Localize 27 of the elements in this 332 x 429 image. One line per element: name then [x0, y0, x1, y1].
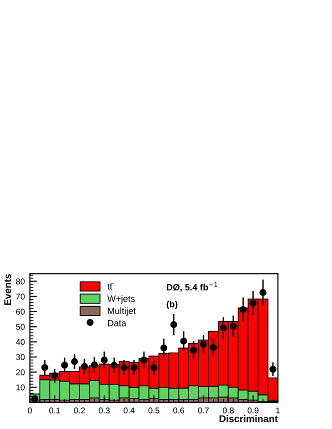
- x-tick-label: 0.1: [49, 407, 60, 414]
- x-tick-label: 0.6: [173, 407, 184, 414]
- y-tick-label: 20: [16, 369, 25, 376]
- x-axis-title: Discriminant: [220, 415, 278, 422]
- x-tick-label: 0.8: [222, 407, 234, 414]
- legend-label: Multijet: [108, 307, 136, 316]
- y-tick-label: 80: [16, 278, 25, 284]
- y-tick-label: 70: [16, 294, 25, 300]
- x-tick-label: 0.9: [248, 407, 258, 414]
- x-tick-label: 0: [28, 407, 32, 414]
- legend-label: tt̄: [107, 283, 114, 290]
- x-tick-label: 0.2: [74, 407, 85, 414]
- x-tick-label: 0.7: [198, 407, 209, 414]
- y-axis-title: Events: [4, 274, 12, 305]
- y-tick-label: 30: [16, 354, 25, 360]
- annotation: DØ, 5.4 fb$^{−1}$: [166, 282, 218, 292]
- y-tick-label: 60: [16, 308, 25, 315]
- y-tick-label: 10: [16, 384, 25, 390]
- legend-label: W+jets: [107, 295, 135, 304]
- y-tick-label: 50: [16, 324, 25, 330]
- x-tick-label: 0.4: [124, 407, 135, 414]
- x-tick-label: 0.5: [148, 407, 160, 414]
- x-tick-label: 0.3: [98, 407, 110, 414]
- x-tick-label: 1: [276, 408, 280, 414]
- legend-label: Data: [108, 320, 126, 326]
- y-tick-label: 40: [16, 339, 25, 345]
- annotation: (b): [166, 300, 178, 310]
